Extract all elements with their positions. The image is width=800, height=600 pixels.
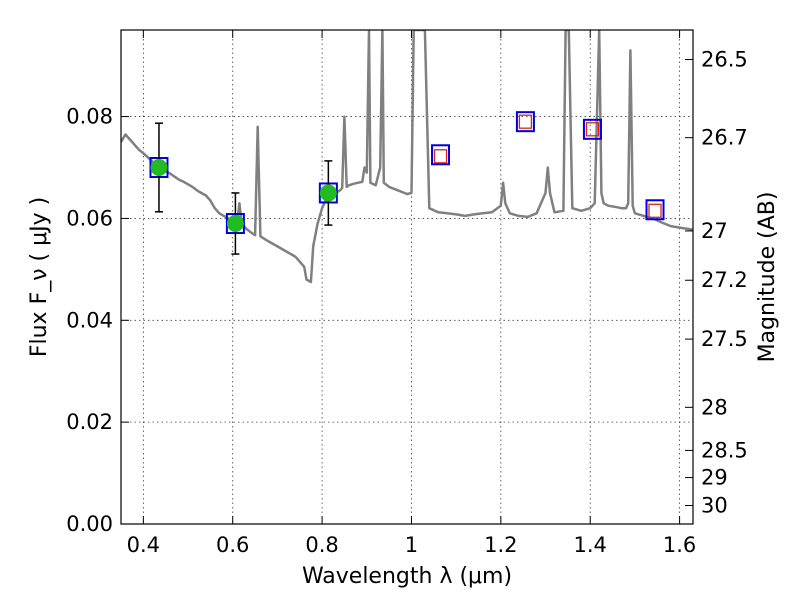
x-tick-label: 1.2 xyxy=(484,533,517,557)
model-photometry-box xyxy=(431,144,451,166)
y-tick-label: 0.04 xyxy=(66,308,113,332)
y-right-tick-label: 29 xyxy=(701,466,728,490)
x-tick-label: 1.6 xyxy=(663,533,696,557)
x-tick-label: 0.4 xyxy=(127,533,160,557)
plot-frame xyxy=(120,29,694,525)
model-photometry-box xyxy=(645,199,665,221)
upper-limit-point xyxy=(585,122,600,137)
model-photometry-box xyxy=(515,111,535,133)
y-right-tick-label: 28 xyxy=(701,395,728,419)
x-tick-label: 1 xyxy=(405,533,418,557)
y-right-tick-labels: 26.5 26.7 27 27.2 27.5 28 28.5 29 30 xyxy=(701,48,748,518)
y-right-axis-label: Magnitude (AB) xyxy=(755,192,780,363)
upper-limit-point xyxy=(433,149,448,164)
sed-model-line xyxy=(121,30,693,284)
y-right-tick-label: 26.7 xyxy=(701,126,748,150)
x-tick-labels: 0.4 0.6 0.8 1 1.2 1.4 1.6 xyxy=(127,533,697,557)
y-tick-label: 0.08 xyxy=(66,105,113,129)
plot-area xyxy=(121,30,693,284)
x-tick-label: 1.4 xyxy=(574,533,607,557)
detected-point xyxy=(226,215,244,233)
detected-point xyxy=(150,159,168,177)
model-photometry-box xyxy=(582,118,602,140)
y-right-tick-label: 27.5 xyxy=(701,327,748,351)
x-tick-label: 0.6 xyxy=(216,533,249,557)
upper-limit-point xyxy=(518,114,533,129)
y-right-tick-label: 28.5 xyxy=(701,438,748,462)
y-tick-label: 0.02 xyxy=(66,410,113,434)
y-tick-label: 0.00 xyxy=(66,512,113,536)
y-right-tick-label: 26.5 xyxy=(701,48,748,72)
x-axis-label: Wavelength λ (μm) xyxy=(302,564,512,589)
upper-limit-point xyxy=(648,203,662,218)
grid xyxy=(121,30,693,525)
axis-ticks xyxy=(121,30,693,525)
y-tick-label: 0.06 xyxy=(66,206,113,230)
y-right-tick-label: 27 xyxy=(701,219,728,243)
detected-point xyxy=(319,184,337,202)
y-right-tick-label: 30 xyxy=(701,494,728,518)
y-tick-labels: 0.00 0.02 0.04 0.06 0.08 xyxy=(66,105,113,536)
x-tick-label: 0.8 xyxy=(305,533,338,557)
y-right-tick-label: 27.2 xyxy=(701,268,748,292)
y-axis-label: Flux F_ν ( μJy ) xyxy=(27,197,52,357)
